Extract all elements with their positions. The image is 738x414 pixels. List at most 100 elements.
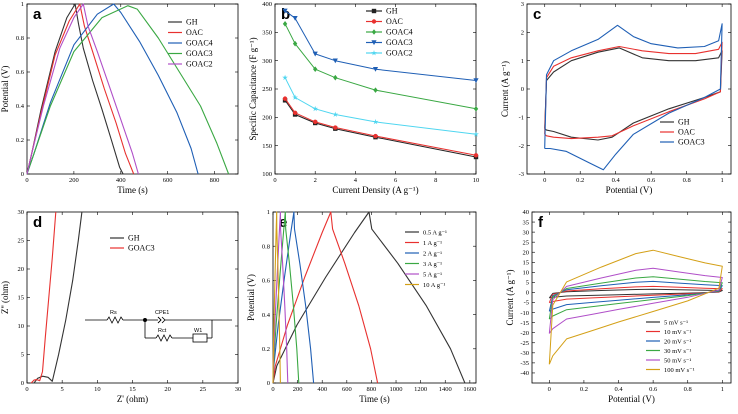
x-axis-label: Z' (ohm) <box>117 394 148 404</box>
series-line <box>272 211 289 384</box>
marker <box>333 74 338 81</box>
x-tick-label: 0.8 <box>683 177 691 184</box>
x-tick-label: 0 <box>548 386 551 393</box>
marker <box>372 66 379 72</box>
legend-entry: OAC <box>678 128 695 137</box>
series-line <box>272 211 379 384</box>
y-tick-label: 0.6 <box>262 278 271 285</box>
y-tick-label: 200 <box>262 115 272 122</box>
marker <box>473 153 479 158</box>
y-tick-label: 0.2 <box>262 346 270 353</box>
legend-entry: 10 mV s⁻¹ <box>664 329 691 336</box>
panel-label: d <box>33 214 42 231</box>
x-tick-label: 0 <box>273 177 276 184</box>
series-line <box>30 211 57 384</box>
series-line <box>26 3 199 175</box>
legend-entry: GOAC3 <box>386 38 413 47</box>
x-tick-label: 1200 <box>414 386 427 393</box>
legend-entry: 50 mV s⁻¹ <box>664 358 691 365</box>
panel-label: b <box>281 6 290 23</box>
x-tick-label: 10 <box>473 177 480 184</box>
y-axis-label: Current (A g⁻¹) <box>505 270 515 326</box>
series-line <box>33 211 83 384</box>
y-tick-label: 10 <box>523 270 530 277</box>
y-tick-label: 25 <box>523 239 530 246</box>
series-line <box>26 3 139 175</box>
marker <box>473 78 479 84</box>
legend-entry: 3 A g⁻¹ <box>423 261 442 268</box>
legend-entry: GH <box>386 7 398 16</box>
y-tick-label: 0.2 <box>16 137 24 144</box>
x-tick-label: 0 <box>543 177 546 184</box>
series-line <box>548 276 723 320</box>
warburg-element <box>192 333 208 343</box>
series-line <box>272 211 300 384</box>
y-tick-label: 0 <box>526 290 529 297</box>
series-line <box>544 41 723 140</box>
y-tick-label: 1 <box>267 209 270 216</box>
series-line <box>284 77 477 135</box>
y-tick-label: -1 <box>519 115 524 122</box>
x-tick-label: 30 <box>235 386 242 393</box>
x-tick-label: 0.4 <box>614 386 623 393</box>
y-tick-label: 15 <box>18 295 25 302</box>
marker <box>371 19 377 24</box>
y-tick-label: -15 <box>520 320 529 327</box>
legend-entry: GOAC3 <box>128 244 155 253</box>
panel-label: c <box>533 6 541 23</box>
series-line <box>284 98 477 156</box>
y-tick-label: 15 <box>523 259 530 266</box>
x-tick-label: 600 <box>342 386 352 393</box>
x-axis-label: Time (s) <box>359 394 389 404</box>
marker <box>473 131 479 137</box>
x-tick-label: 1 <box>721 177 724 184</box>
y-tick-label: 5 <box>526 280 529 287</box>
y-tick-label: 10 <box>18 323 25 330</box>
marker <box>371 8 377 14</box>
x-tick-label: 0.4 <box>612 177 621 184</box>
marker <box>332 58 338 64</box>
x-tick-label: 10 <box>94 386 101 393</box>
marker <box>332 111 339 117</box>
marker <box>313 66 318 72</box>
y-tick-label: 300 <box>262 58 272 65</box>
equivalent-circuit: Rs CPE1 Rct W1 <box>85 310 232 343</box>
x-axis-label: Current Density (A g⁻¹) <box>332 185 418 195</box>
series-line <box>26 3 135 175</box>
marker <box>292 94 298 100</box>
series-line <box>544 23 723 171</box>
panel-label: f <box>538 214 544 231</box>
y-tick-label: 2 <box>521 30 524 37</box>
y-tick-label: 0.8 <box>16 35 24 42</box>
marker <box>292 110 298 116</box>
y-tick-label: 0 <box>21 171 24 178</box>
y-tick-label: 35 <box>523 219 530 226</box>
series-line <box>272 211 281 384</box>
marker <box>473 106 479 112</box>
legend-entry: 5 mV s⁻¹ <box>664 320 688 327</box>
y-tick-label: 0.4 <box>16 103 25 110</box>
marker <box>372 118 379 125</box>
y-tick-label: 30 <box>523 229 530 236</box>
circuit-label: Rs <box>110 310 117 316</box>
x-tick-label: 1000 <box>390 386 403 393</box>
circuit-label: W1 <box>194 328 202 334</box>
x-axis-label: Potential (V) <box>608 394 655 404</box>
x-tick-label: 0 <box>25 386 28 393</box>
x-tick-label: 0.2 <box>580 386 588 393</box>
y-tick-label: 25 <box>18 238 25 245</box>
y-tick-label: 0.4 <box>262 312 271 319</box>
y-tick-label: 0.6 <box>16 69 25 76</box>
series-line <box>284 23 477 110</box>
legend-entry: GOAC3 <box>678 138 705 147</box>
circuit-label: Rct <box>158 328 167 334</box>
y-tick-label: 250 <box>262 86 272 93</box>
marker <box>371 50 377 56</box>
y-tick-label: 1 <box>521 58 524 65</box>
y-axis-label: Potential (V) <box>0 66 10 113</box>
plot-frame <box>26 3 239 175</box>
y-tick-label: -3 <box>519 171 524 178</box>
x-tick-label: 0 <box>25 177 28 184</box>
x-tick-label: 400 <box>317 386 327 393</box>
